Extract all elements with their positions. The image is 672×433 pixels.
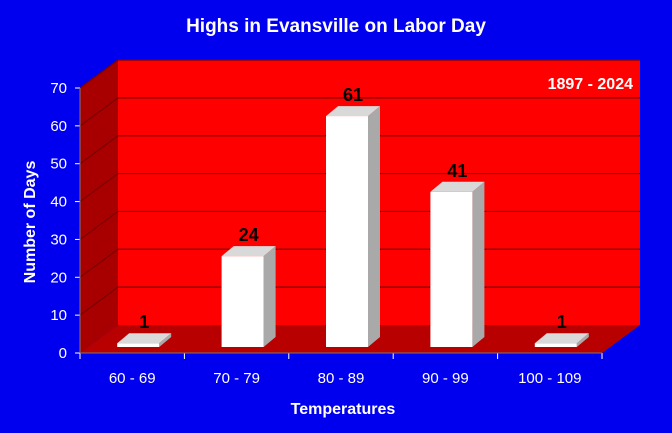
bar [221,246,276,347]
gridline [79,135,640,165]
y-axis-ticks: 0 10 20 30 40 50 60 70 [50,80,81,362]
y-tick-label: 60 [50,118,67,135]
bar-value-label: 1 [139,312,149,332]
bar-side [159,333,172,347]
bar-top [117,333,172,344]
bars: 1 24 61 41 1 [117,85,589,347]
bar-front [221,256,264,347]
bar-value-label: 61 [343,85,363,105]
x-tick-label: 60 - 69 [109,370,156,387]
y-axis-label: Number of Days [22,161,39,284]
bar-front [430,191,473,347]
y-tick-label: 20 [50,269,67,286]
chart-title: Highs in Evansville on Labor Day [186,16,486,37]
bar-value-label: 1 [557,312,567,332]
bar-side [368,106,380,347]
x-axis-label: Temperatures [291,401,396,418]
bar [534,333,589,347]
bar [430,181,485,347]
bar-top [534,333,589,344]
bar [326,106,380,347]
gridline [79,172,640,203]
bar-front [326,116,368,347]
y-tick-label: 30 [50,231,67,248]
plot-side-wall [80,60,118,353]
bar-value-label: 41 [447,161,467,181]
x-tick-label: 80 - 89 [318,370,365,387]
gridline [79,59,640,89]
x-tick-label: 70 - 79 [213,370,260,387]
y-tick-label: 10 [50,307,67,324]
bar-front [534,343,577,347]
y-tick-label: 0 [59,345,67,362]
bar-top [430,181,485,192]
bar-side [576,333,589,347]
bar-front [117,343,160,347]
x-tick-label: 90 - 99 [422,370,469,387]
bar-top [221,246,276,257]
y-tick-label: 40 [50,194,67,211]
bar-top [326,106,380,117]
bar [117,333,172,347]
bar-side [263,246,276,347]
bar-side [472,181,485,347]
y-tick-label: 50 [50,156,67,173]
chart-annotation: 1897 - 2024 [548,76,634,93]
x-axis-ticks: 60 - 69 70 - 79 80 - 89 90 - 99 100 - 109 [79,352,603,387]
bar-value-label: 24 [239,225,259,245]
y-tick-label: 70 [50,80,67,97]
gridline [79,97,640,127]
x-tick-label: 100 - 109 [518,370,581,387]
